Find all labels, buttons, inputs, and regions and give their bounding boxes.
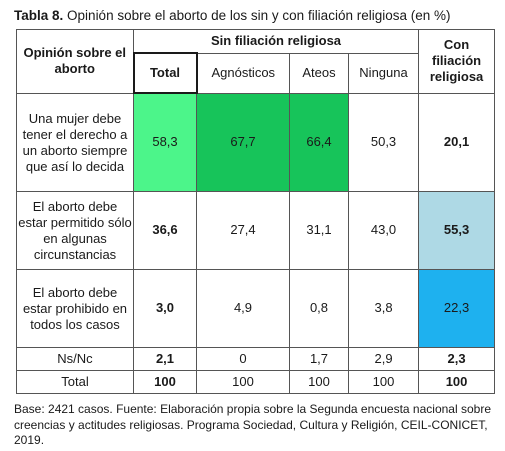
- cell-value: 50,3: [347, 92, 420, 192]
- cell-value: 58,3: [133, 92, 197, 192]
- cell-value: 31,1: [289, 190, 349, 270]
- cell-value: 0: [196, 346, 290, 371]
- table-row: Una mujer debe tener el derecho a un abo…: [16, 92, 496, 192]
- cell-value: 20,1: [418, 92, 496, 192]
- cell-value: 100: [418, 369, 496, 394]
- header-sin-filiacion: Sin filiación religiosa: [132, 29, 420, 54]
- footnote-source: Base: 2421 casos. Fuente: Elaboración pr…: [14, 402, 491, 447]
- cell-value: 0,8: [289, 268, 349, 348]
- cell-value: 100: [347, 369, 420, 394]
- cell-value: 100: [289, 369, 349, 394]
- cell-value: 3,0: [133, 268, 197, 348]
- cell-value: 4,9: [196, 268, 290, 348]
- cell-value: 66,4: [289, 92, 349, 192]
- table-number: Tabla 8.: [14, 8, 64, 23]
- cell-value: 36,6: [133, 190, 197, 270]
- table-row: Total 100 100 100 100 100: [16, 369, 496, 394]
- table-caption: Opinión sobre el aborto de los sin y con…: [67, 8, 451, 23]
- header-agnosticos: Agnósticos: [196, 52, 290, 94]
- cell-value: 1,7: [289, 346, 349, 371]
- cell-value: 22,3: [418, 268, 496, 348]
- cell-value: 43,0: [347, 190, 420, 270]
- cell-value: 100: [133, 369, 197, 394]
- opinion-table: Opinión sobre el aborto Sin filiación re…: [16, 29, 496, 394]
- cell-value: 2,9: [347, 346, 420, 371]
- cell-value: 2,1: [133, 346, 197, 371]
- cell-value: 27,4: [196, 190, 290, 270]
- row-label: Total: [16, 369, 134, 394]
- header-ateos: Ateos: [289, 52, 349, 94]
- table-row: Ns/Nc 2,1 0 1,7 2,9 2,3: [16, 346, 496, 371]
- row-label: Ns/Nc: [16, 346, 134, 371]
- row-label: El aborto debe estar prohibido en todos …: [16, 268, 134, 348]
- table-row: El aborto debe estar prohibido en todos …: [16, 268, 496, 348]
- table-title: Tabla 8. Opinión sobre el aborto de los …: [14, 8, 451, 23]
- header-con-filiacion: Con filiación religiosa: [418, 29, 496, 94]
- row-label: El aborto debe estar permitido sólo en a…: [16, 190, 134, 270]
- cell-value: 55,3: [418, 190, 496, 270]
- table-row: El aborto debe estar permitido sólo en a…: [16, 190, 496, 270]
- cell-value: 100: [196, 369, 290, 394]
- cell-value: 67,7: [196, 92, 290, 192]
- header-opinion: Opinión sobre el aborto: [16, 29, 134, 94]
- row-label: Una mujer debe tener el derecho a un abo…: [16, 92, 134, 192]
- header-total: Total: [132, 52, 198, 94]
- cell-value: 3,8: [347, 268, 420, 348]
- header-ninguna: Ninguna: [347, 52, 420, 94]
- cell-value: 2,3: [418, 346, 496, 371]
